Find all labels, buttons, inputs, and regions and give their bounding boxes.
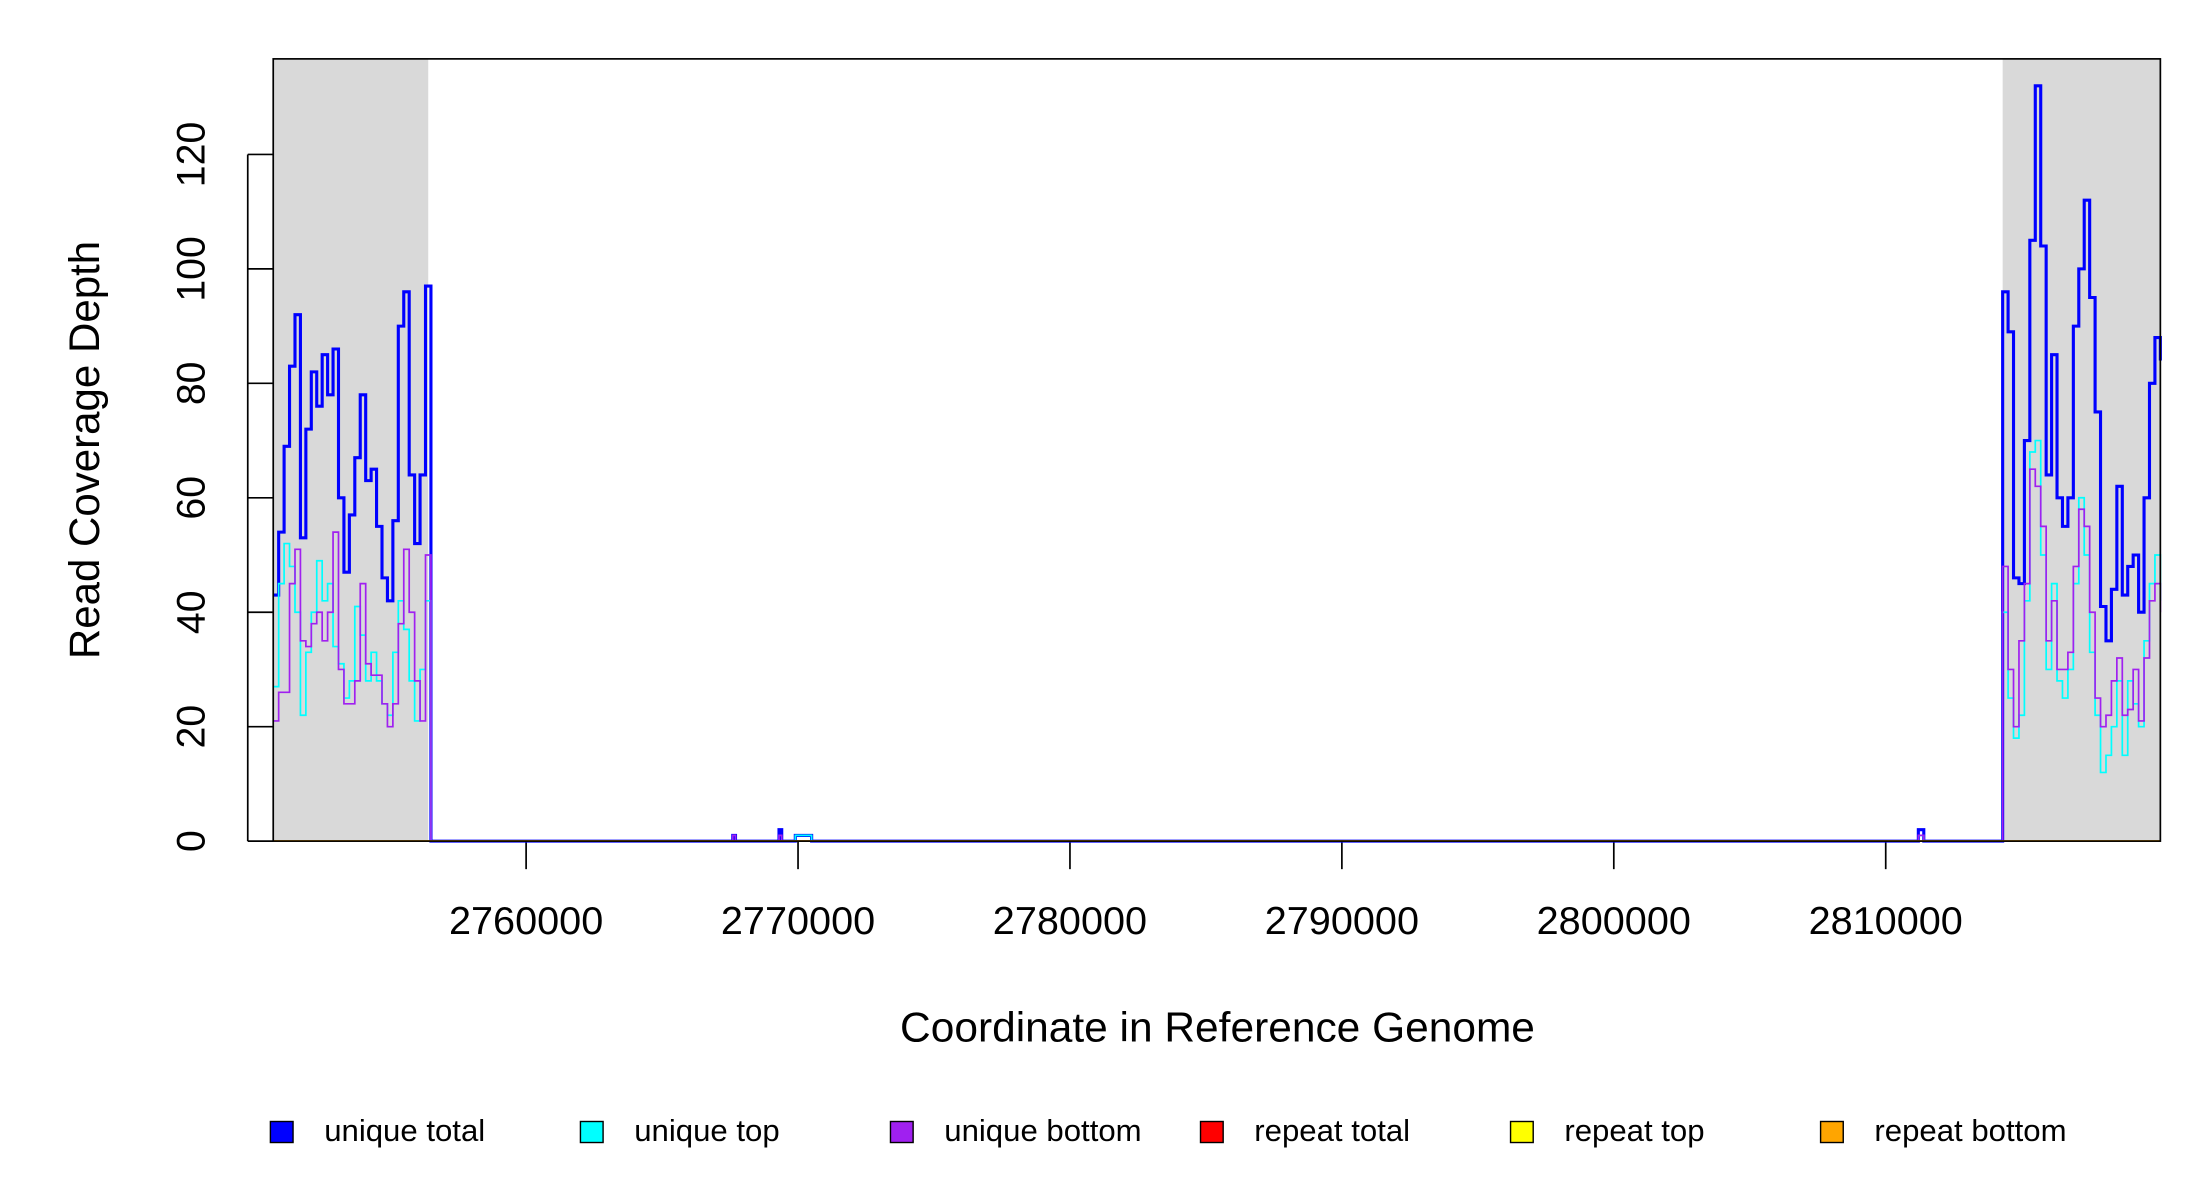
legend-swatch — [889, 1120, 914, 1144]
plot-frame — [272, 58, 2162, 842]
y-tick-label: 80 — [169, 362, 213, 406]
x-tick-label: 2780000 — [993, 899, 1147, 943]
y-tick-label: 120 — [169, 122, 213, 187]
y-tick-label: 60 — [169, 476, 213, 520]
legend-swatch — [1199, 1120, 1224, 1144]
series-line — [273, 84, 2162, 843]
series-line — [273, 439, 2162, 842]
y-axis-title: Read Coverage Depth — [61, 241, 108, 659]
y-tick-label: 0 — [169, 830, 213, 852]
legend-label: unique total — [324, 1113, 485, 1148]
x-tick-label: 2800000 — [1537, 899, 1691, 943]
legend-label: unique top — [634, 1113, 779, 1148]
series-line — [273, 468, 2162, 842]
shaded-region — [2002, 58, 2161, 842]
legend-label: repeat bottom — [1874, 1113, 2066, 1148]
x-tick-label: 2760000 — [449, 899, 603, 943]
legend-swatch — [1509, 1120, 1534, 1144]
y-tick-label: 100 — [169, 236, 213, 301]
legend-swatch — [579, 1120, 604, 1144]
x-axis-title: Coordinate in Reference Genome — [900, 1004, 1535, 1051]
shaded-region — [273, 58, 429, 842]
legend-swatch — [1819, 1120, 1844, 1144]
y-tick-label: 20 — [169, 705, 213, 749]
y-tick-label: 40 — [169, 590, 213, 634]
x-tick-label: 2810000 — [1809, 899, 1963, 943]
legend-label: repeat total — [1254, 1113, 1410, 1148]
x-tick-label: 2770000 — [721, 899, 875, 943]
legend-swatch — [269, 1120, 294, 1144]
x-tick-label: 2790000 — [1265, 899, 1419, 943]
legend-label: repeat top — [1564, 1113, 1704, 1148]
legend-label: unique bottom — [944, 1113, 1141, 1148]
